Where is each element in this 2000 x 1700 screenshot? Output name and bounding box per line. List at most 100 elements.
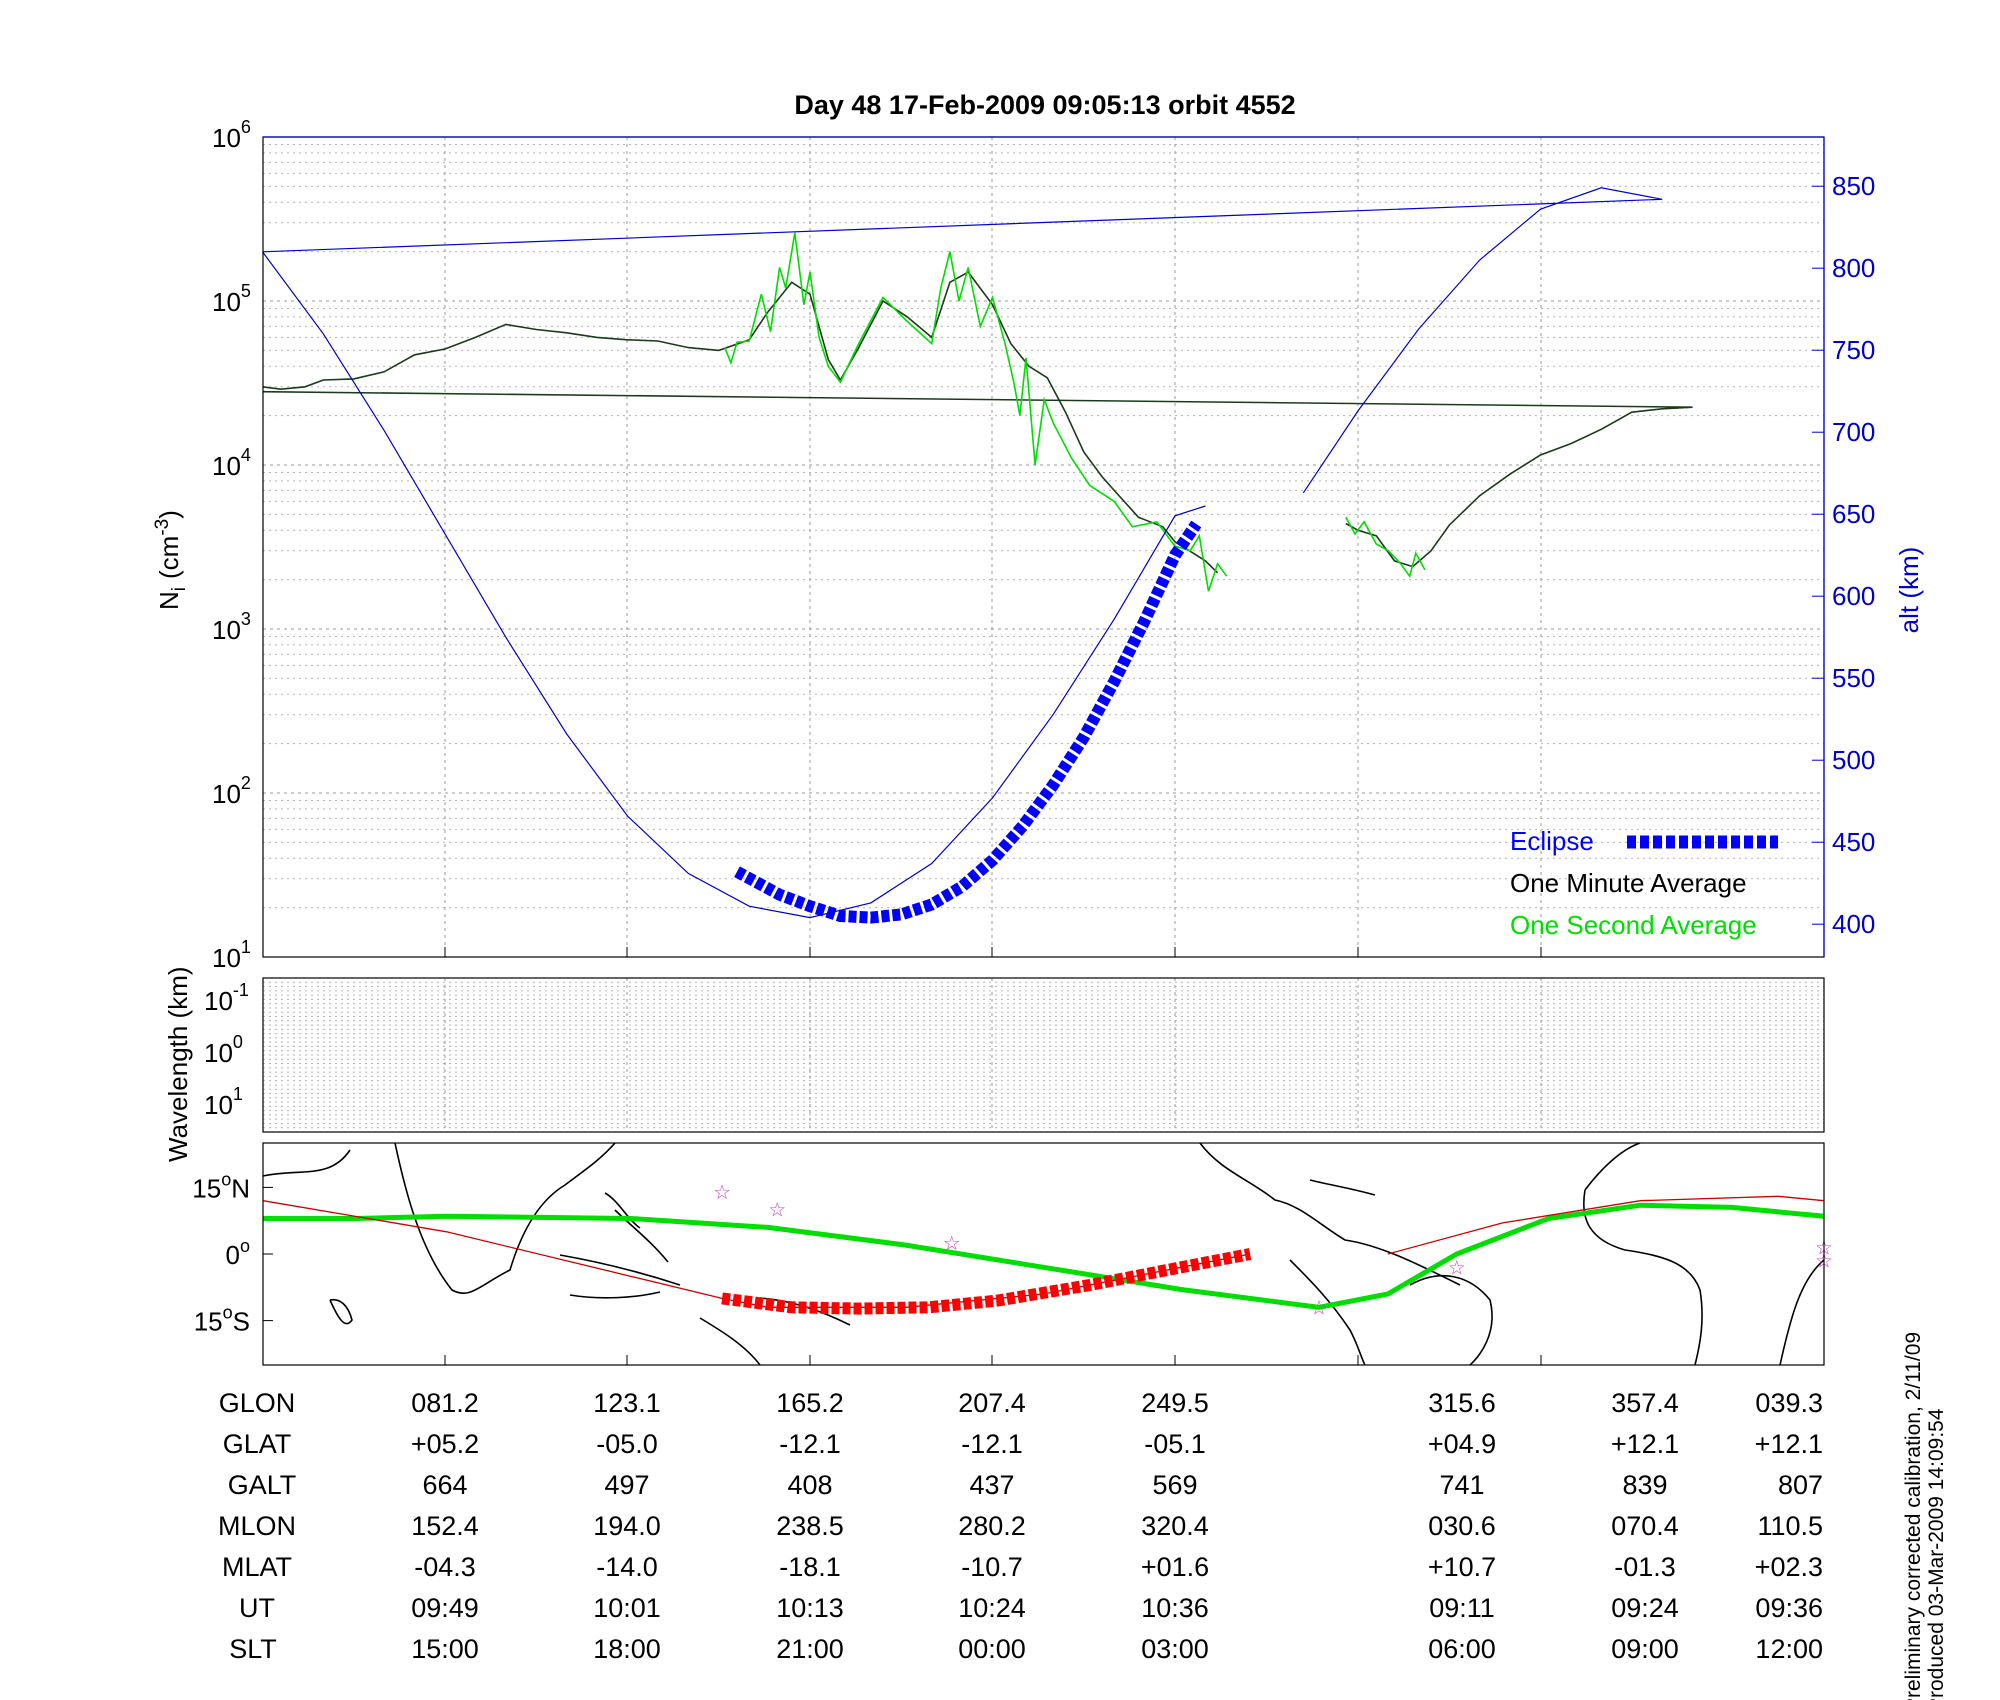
right-y-ticks: 400 450 500 550 600 650 700 750 800 850 — [1812, 171, 1875, 939]
table-cell: 437 — [969, 1470, 1014, 1500]
table-cell: 030.6 — [1428, 1511, 1496, 1541]
table-row-header: GLON — [219, 1388, 296, 1418]
coastline-path — [1779, 1259, 1825, 1366]
table-cell: 15:00 — [411, 1634, 479, 1664]
right-y-tick-label: 450 — [1832, 827, 1875, 857]
star-marker: ☆ — [713, 1180, 731, 1204]
lat-hemisphere: S — [233, 1307, 250, 1337]
map-coastlines — [262, 1142, 1825, 1366]
wavelength-tick-label: 101 — [204, 1084, 243, 1120]
series-one-minute-average — [262, 271, 1219, 574]
table-cell: 03:00 — [1141, 1634, 1209, 1664]
table-cell: 09:00 — [1611, 1634, 1679, 1664]
lat-value: 15 — [194, 1307, 223, 1337]
series-alt — [262, 187, 1663, 494]
table-cell: 320.4 — [1141, 1511, 1209, 1541]
table-cell: 12:00 — [1755, 1634, 1823, 1664]
series-one-second-average — [1345, 516, 1426, 579]
wavelength-axis-label: Wavelength (km) — [163, 966, 193, 1162]
coastline-path — [1409, 1274, 1493, 1366]
ylabel-unit: (cm — [154, 536, 184, 579]
table-cell: -05.0 — [596, 1429, 658, 1459]
wavelength-tick-label: 100 — [204, 1032, 243, 1068]
table-cell: 280.2 — [958, 1511, 1026, 1541]
right-y-axis-label: alt (km) — [1894, 547, 1924, 634]
magnetic-equator — [263, 1202, 1825, 1310]
ylabel-main: N — [154, 591, 184, 610]
coastline-path — [1583, 1142, 1703, 1366]
table-cell: +01.6 — [1141, 1552, 1209, 1582]
table-cell: 10:36 — [1141, 1593, 1209, 1623]
left-y-tick-label: 106 — [212, 117, 251, 153]
legend-eclipse-label: Eclipse — [1510, 826, 1594, 856]
lat-tick-label: 15oS — [194, 1303, 250, 1337]
table-cell: 09:49 — [411, 1593, 479, 1623]
lat-degree: o — [223, 1303, 233, 1323]
coastline-path — [614, 1209, 761, 1366]
series-alt — [262, 251, 1206, 919]
table-cell: 09:36 — [1755, 1593, 1823, 1623]
ylabel-close: ) — [154, 510, 184, 519]
eclipse-track — [721, 1248, 1252, 1315]
table-row-header: GALT — [228, 1470, 297, 1500]
lat-hemisphere: N — [231, 1173, 250, 1203]
lat-value: 15 — [192, 1173, 221, 1203]
left-y-tick-label: 104 — [212, 445, 251, 481]
table-cell: -05.1 — [1144, 1429, 1206, 1459]
tick-base: 10 — [212, 615, 241, 645]
right-y-tick-label: 650 — [1832, 499, 1875, 529]
table-cell: +04.9 — [1428, 1429, 1496, 1459]
coastline-path — [262, 1149, 351, 1177]
lat-value: 0 — [226, 1240, 240, 1270]
chart-title: Day 48 17-Feb-2009 09:05:13 orbit 4552 — [794, 90, 1295, 120]
series-one-minute-average — [262, 390, 1693, 568]
left-y-tick-label: 103 — [212, 609, 251, 645]
lat-tick-label: 15oN — [192, 1169, 250, 1203]
table-cell: +12.1 — [1755, 1429, 1823, 1459]
table-row-header: SLT — [229, 1634, 277, 1664]
tick-base: 10 — [212, 779, 241, 809]
tick-exponent: 4 — [241, 445, 251, 465]
table-cell: 839 — [1622, 1470, 1667, 1500]
table-cell: 09:24 — [1611, 1593, 1679, 1623]
tick-base: 10 — [204, 986, 233, 1016]
tick-exponent: 2 — [241, 773, 251, 793]
right-y-tick-label: 800 — [1832, 253, 1875, 283]
left-y-tick-label: 102 — [212, 773, 251, 809]
left-y-axis-label: Ni (cm-3) — [152, 510, 190, 610]
wavelength-frame — [262, 977, 1825, 1133]
table-cell: -04.3 — [414, 1552, 476, 1582]
lat-degree: o — [221, 1169, 231, 1189]
table-cell: -12.1 — [779, 1429, 841, 1459]
tick-exponent: 1 — [233, 1084, 243, 1104]
table-cell: 357.4 — [1611, 1388, 1679, 1418]
table-cell: 039.3 — [1755, 1388, 1823, 1418]
map-frame — [262, 1142, 1825, 1366]
star-marker: ☆ — [768, 1198, 786, 1222]
series-eclipse — [734, 520, 1202, 924]
table-cell: 10:13 — [776, 1593, 844, 1623]
table-cell: 10:01 — [593, 1593, 661, 1623]
table-cell: 070.4 — [1611, 1511, 1679, 1541]
right-y-tick-label: 700 — [1832, 417, 1875, 447]
lat-degree: o — [240, 1236, 250, 1256]
right-y-tick-label: 600 — [1832, 581, 1875, 611]
table-cell: 207.4 — [958, 1388, 1026, 1418]
wavelength-grid — [263, 978, 1824, 1132]
table-cell: 152.4 — [411, 1511, 479, 1541]
table-cell: +02.3 — [1755, 1552, 1823, 1582]
table-cell: 081.2 — [411, 1388, 479, 1418]
footnote-produced: Produced 03-Mar-2009 14:09:54 — [1925, 1408, 1948, 1700]
table-cell: 110.5 — [1757, 1511, 1823, 1541]
lat-tick-label: 0o — [226, 1236, 250, 1270]
orbit-table: GLON GLAT GALT MLON MLAT UT SLT 081.2 +05.2 664 15… — [218, 1388, 1823, 1664]
table-cell: 664 — [422, 1470, 467, 1500]
coastline-path — [329, 1298, 353, 1325]
legend-minute-label: One Minute Average — [1510, 868, 1747, 898]
table-cell: -18.1 — [779, 1552, 841, 1582]
right-y-tick-label: 750 — [1832, 335, 1875, 365]
left-y-tick-label: 105 — [212, 281, 251, 317]
ylabel-exponent: -3 — [152, 519, 173, 536]
series-one-second-average — [724, 232, 1228, 592]
tick-exponent: 1 — [241, 937, 251, 957]
